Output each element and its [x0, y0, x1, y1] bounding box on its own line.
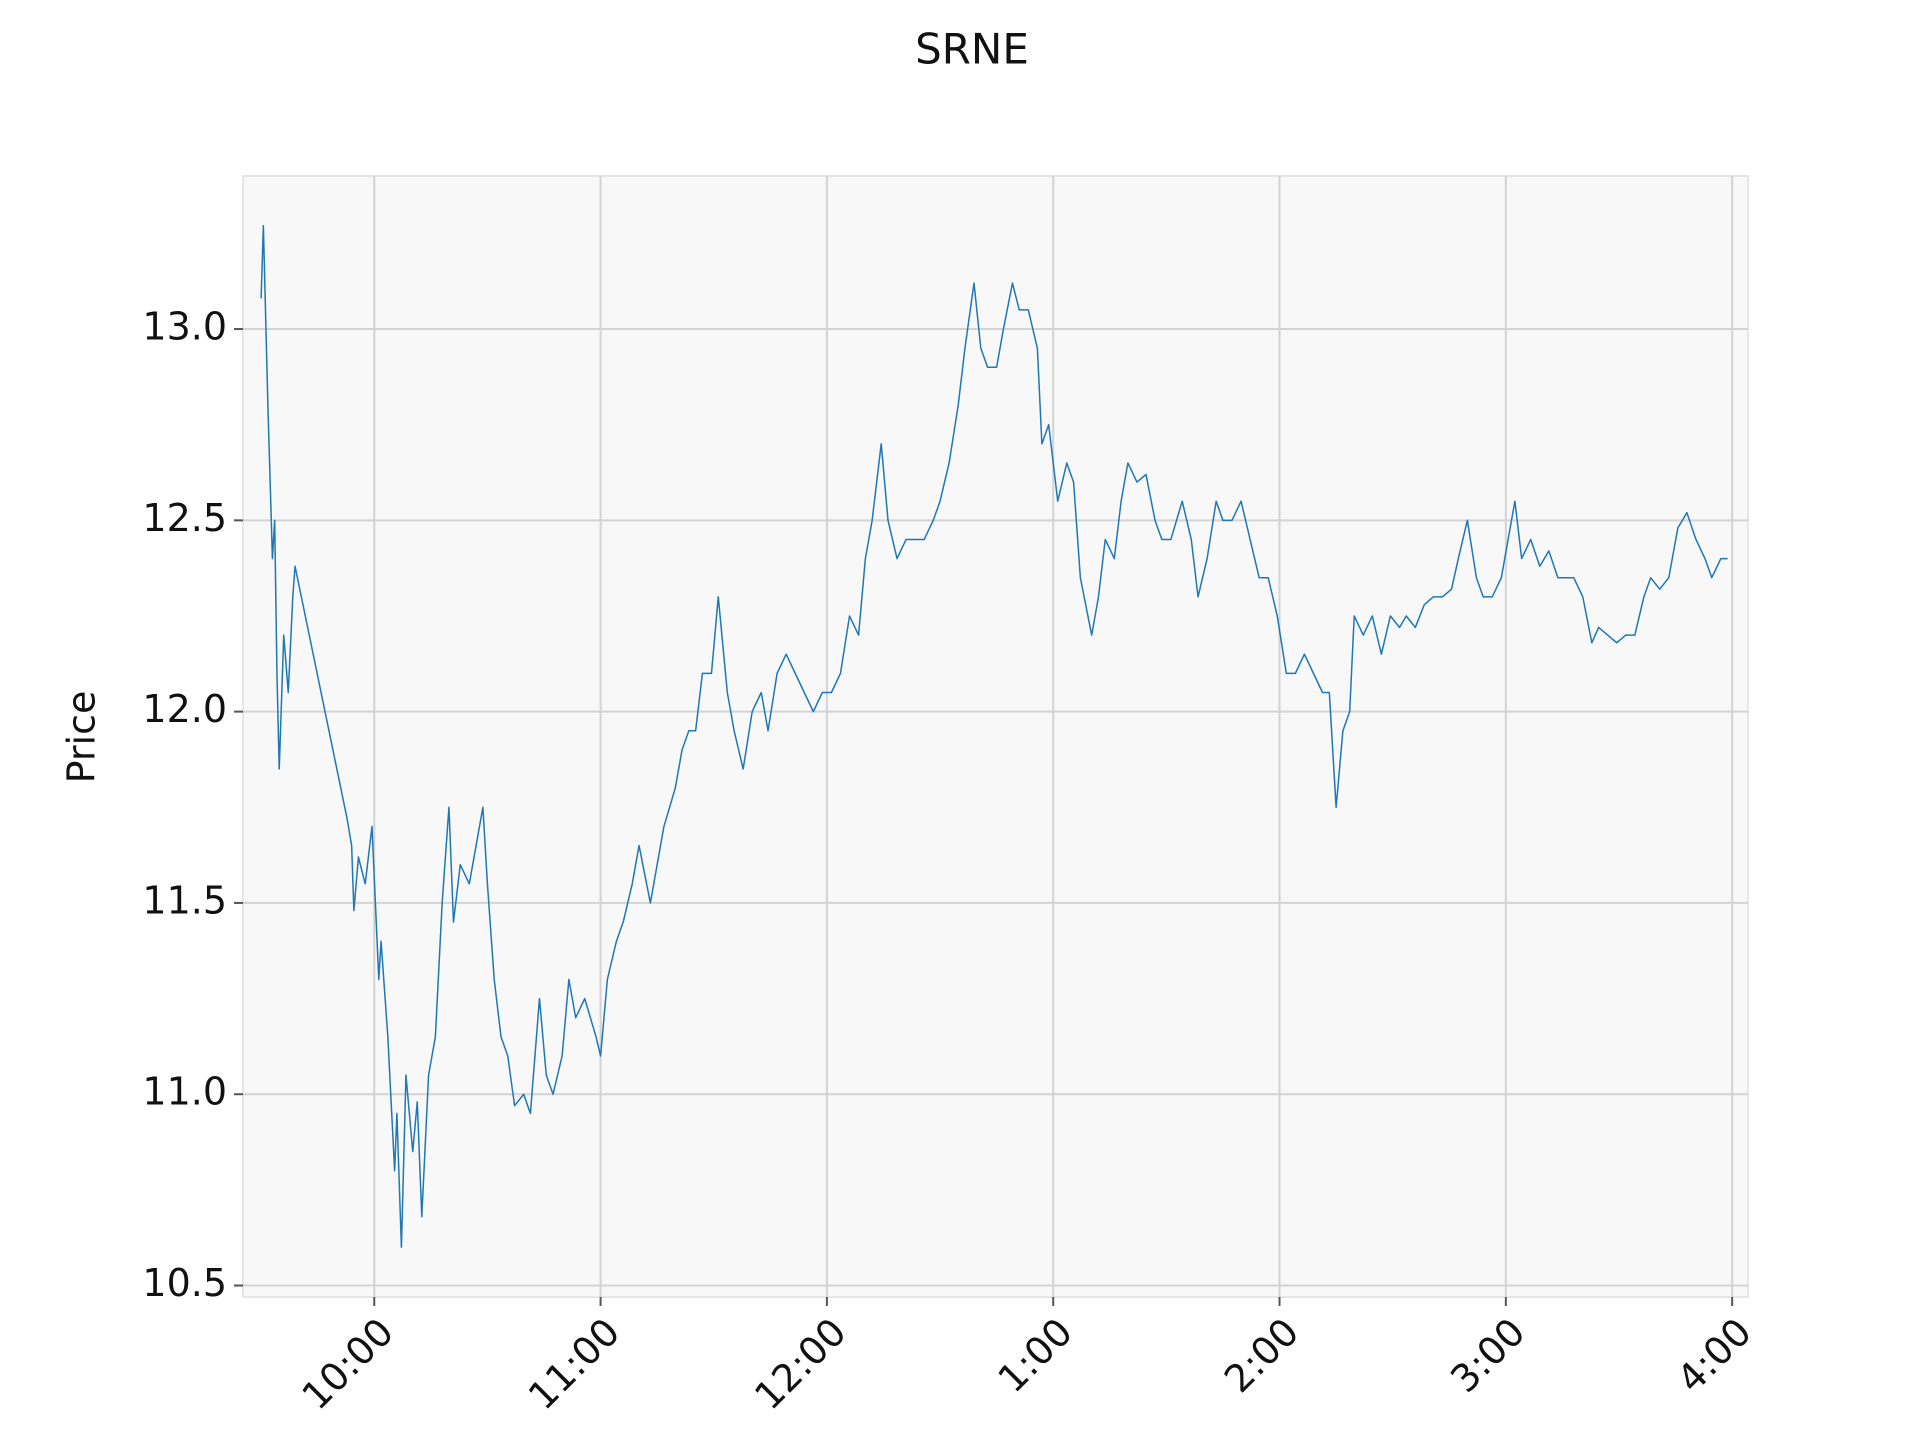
y-axis-label: Price [60, 691, 104, 784]
price-line [260, 224, 1728, 1249]
chart-title: SRNE [915, 25, 1029, 74]
x-tick-label: 1:00 [990, 1310, 1081, 1401]
x-tick-label: 4:00 [1668, 1310, 1759, 1401]
y-tick-label: 12.5 [142, 496, 227, 540]
y-tick-label: 10.5 [142, 1261, 227, 1305]
x-tick-label: 10:00 [293, 1310, 402, 1419]
y-tick-label: 12.0 [142, 687, 227, 731]
x-tick-label: 11:00 [520, 1310, 629, 1419]
y-tick-label: 11.0 [142, 1070, 227, 1114]
y-tick-label: 13.0 [142, 305, 227, 349]
x-tick-label: 2:00 [1216, 1310, 1307, 1401]
y-tick-label: 11.5 [142, 878, 227, 922]
plot-area [242, 175, 1749, 1298]
x-tick-label: 12:00 [746, 1310, 855, 1419]
x-tick-label: 3:00 [1442, 1310, 1533, 1401]
